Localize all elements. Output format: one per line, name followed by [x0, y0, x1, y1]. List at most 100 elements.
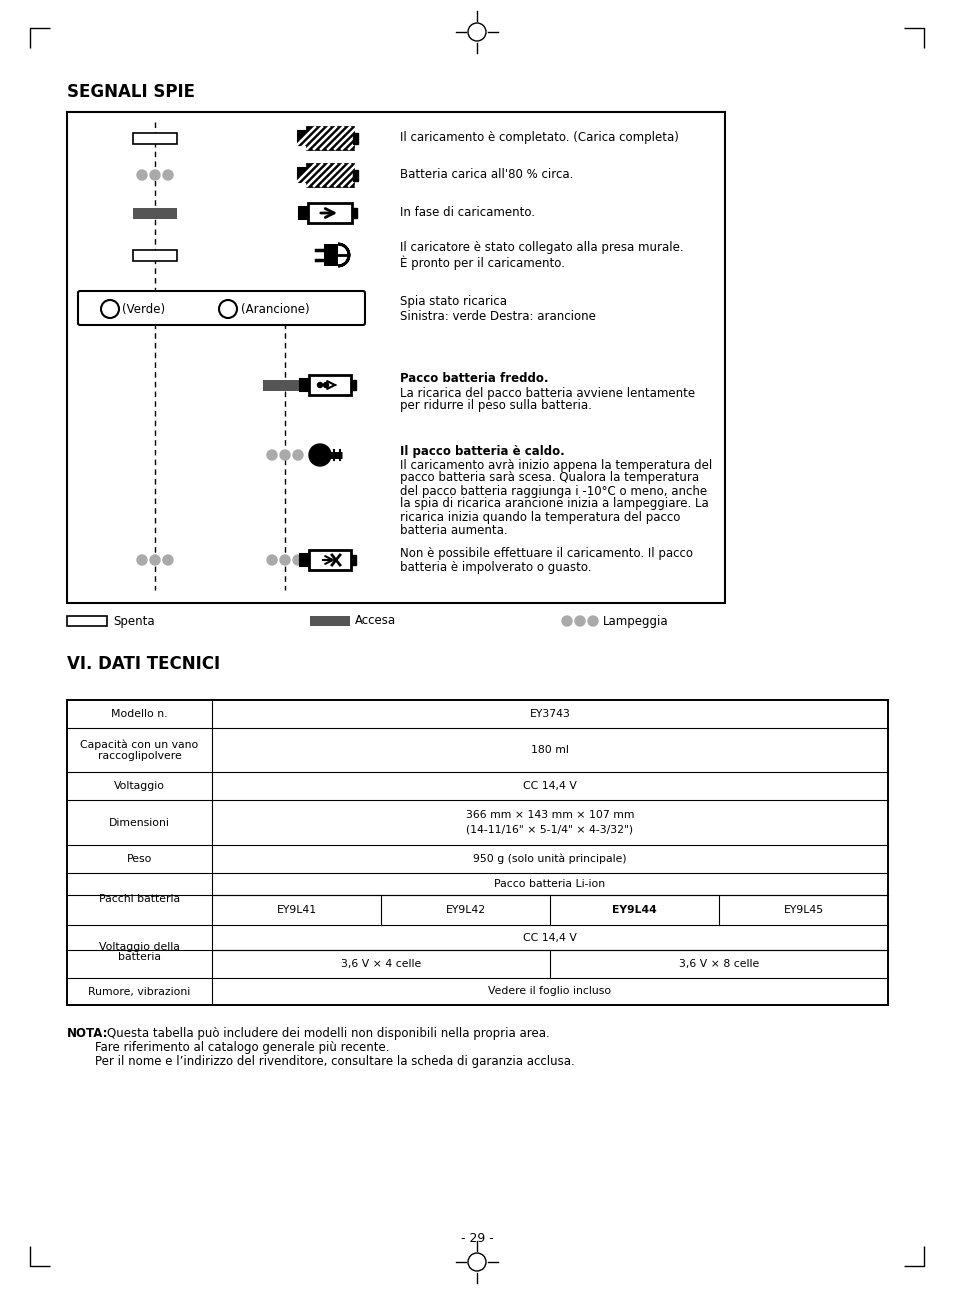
Bar [308, 203, 352, 223]
Circle shape [323, 383, 328, 387]
Circle shape [575, 616, 584, 626]
Text: Il caricamento è completato. (Carica completa): Il caricamento è completato. (Carica com… [399, 132, 679, 145]
Text: Sinistra: verde Destra: arancione: Sinistra: verde Destra: arancione [399, 311, 596, 324]
Text: 180 ml: 180 ml [531, 745, 568, 754]
Text: - 29 -: - 29 - [460, 1232, 493, 1245]
Text: Il pacco batteria è caldo.: Il pacco batteria è caldo. [399, 445, 564, 458]
Text: NOTA:: NOTA: [67, 1027, 109, 1040]
Text: In fase di caricamento.: In fase di caricamento. [399, 207, 535, 220]
Text: EY9L42: EY9L42 [445, 905, 485, 915]
Text: (14-11/16" × 5-1/4" × 4-3/32"): (14-11/16" × 5-1/4" × 4-3/32") [466, 824, 633, 835]
Text: batteria è impolverato o guasto.: batteria è impolverato o guasto. [399, 560, 591, 573]
Circle shape [219, 300, 236, 318]
Text: Il caricatore è stato collegato alla presa murale.: Il caricatore è stato collegato alla pre… [399, 242, 683, 255]
Bar [351, 555, 355, 565]
Text: CC 14,4 V: CC 14,4 V [522, 782, 577, 791]
Bar [263, 379, 307, 391]
Text: 3,6 V × 8 celle: 3,6 V × 8 celle [679, 959, 759, 969]
Circle shape [561, 616, 572, 626]
Text: EY3743: EY3743 [529, 709, 570, 719]
Text: 366 mm × 143 mm × 107 mm: 366 mm × 143 mm × 107 mm [465, 810, 634, 820]
Bar [297, 131, 307, 145]
Circle shape [293, 450, 303, 459]
Text: per ridurre il peso sulla batteria.: per ridurre il peso sulla batteria. [399, 400, 591, 413]
Text: Capacità con un vano: Capacità con un vano [80, 740, 198, 751]
Bar [353, 132, 357, 144]
Text: Spia stato ricarica: Spia stato ricarica [399, 295, 506, 308]
Text: pacco batteria sarà scesa. Qualora la temperatura: pacco batteria sarà scesa. Qualora la te… [399, 471, 699, 484]
Circle shape [163, 170, 172, 180]
Bar [307, 127, 353, 149]
Text: Accesa: Accesa [355, 615, 395, 628]
Bar [297, 168, 307, 182]
Bar [298, 207, 308, 219]
Text: EY9L45: EY9L45 [782, 905, 822, 915]
Text: Batteria carica all'80 % circa.: Batteria carica all'80 % circa. [399, 168, 573, 181]
Circle shape [309, 444, 331, 466]
Bar [132, 132, 177, 144]
Text: Lampeggia: Lampeggia [602, 615, 668, 628]
FancyBboxPatch shape [78, 291, 365, 325]
Text: La ricarica del pacco batteria avviene lentamente: La ricarica del pacco batteria avviene l… [399, 387, 695, 400]
Bar [299, 554, 309, 565]
Circle shape [587, 616, 598, 626]
Text: la spia di ricarica arancione inizia a lampeggiare. La: la spia di ricarica arancione inizia a l… [399, 497, 708, 511]
Text: (Verde): (Verde) [122, 303, 165, 316]
Text: batteria aumenta.: batteria aumenta. [399, 524, 507, 537]
Circle shape [101, 300, 119, 318]
Bar [324, 245, 337, 267]
Bar [67, 700, 887, 1005]
Bar [67, 616, 107, 626]
Text: Questa tabella può includere dei modelli non disponibili nella propria area.: Questa tabella può includere dei modelli… [107, 1027, 549, 1040]
Bar [67, 700, 887, 1005]
Text: Vedere il foglio incluso: Vedere il foglio incluso [488, 986, 611, 996]
Text: ricarica inizia quando la temperatura del pacco: ricarica inizia quando la temperatura de… [399, 511, 679, 524]
Circle shape [280, 555, 290, 565]
Text: Peso: Peso [127, 854, 152, 864]
Text: EY9L41: EY9L41 [276, 905, 316, 915]
Text: Fare riferimento al catalogo generale più recente.: Fare riferimento al catalogo generale pi… [95, 1040, 389, 1055]
Bar [352, 208, 356, 217]
Bar [307, 164, 353, 186]
Bar [299, 379, 309, 391]
Text: 950 g (solo unità principale): 950 g (solo unità principale) [473, 854, 626, 864]
Text: del pacco batteria raggiunga i -10°C o meno, anche: del pacco batteria raggiunga i -10°C o m… [399, 484, 706, 497]
Text: Modello n.: Modello n. [112, 709, 168, 719]
Bar [351, 380, 355, 389]
Text: 3,6 V × 4 celle: 3,6 V × 4 celle [340, 959, 420, 969]
Text: SEGNALI SPIE: SEGNALI SPIE [67, 83, 194, 101]
Text: Spenta: Spenta [112, 615, 154, 628]
Circle shape [317, 383, 322, 387]
Text: È pronto per il caricamento.: È pronto per il caricamento. [399, 256, 564, 270]
Text: EY9L44: EY9L44 [612, 905, 657, 915]
Text: (Arancione): (Arancione) [241, 303, 310, 316]
Text: Pacco batteria freddo.: Pacco batteria freddo. [399, 373, 548, 386]
Text: Per il nome e l’indirizzo del rivenditore, consultare la scheda di garanzia accl: Per il nome e l’indirizzo del rivenditor… [95, 1055, 574, 1068]
Bar [310, 616, 350, 626]
Circle shape [150, 555, 160, 565]
Circle shape [267, 450, 276, 459]
Bar [132, 250, 177, 260]
Text: Non è possibile effettuare il caricamento. Il pacco: Non è possibile effettuare il caricament… [399, 546, 692, 559]
Circle shape [280, 450, 290, 459]
Bar [353, 170, 357, 180]
Text: VI. DATI TECNICI: VI. DATI TECNICI [67, 655, 220, 673]
Circle shape [137, 170, 147, 180]
Text: Voltaggio: Voltaggio [113, 782, 165, 791]
Text: Rumore, vibrazioni: Rumore, vibrazioni [89, 986, 191, 996]
Circle shape [267, 555, 276, 565]
Bar [132, 207, 177, 219]
Bar [309, 375, 351, 395]
Text: raccoglipolvere: raccoglipolvere [97, 751, 181, 761]
Text: batteria: batteria [118, 952, 161, 963]
Text: Dimensioni: Dimensioni [109, 818, 170, 827]
Circle shape [293, 555, 303, 565]
Bar [307, 127, 353, 149]
Text: Il caricamento avrà inizio appena la temperatura del: Il caricamento avrà inizio appena la tem… [399, 458, 712, 471]
Circle shape [137, 555, 147, 565]
Circle shape [150, 170, 160, 180]
Text: Pacchi batteria: Pacchi batteria [99, 894, 180, 905]
Bar [309, 550, 351, 569]
Text: CC 14,4 V: CC 14,4 V [522, 933, 577, 942]
Text: Voltaggio della: Voltaggio della [99, 942, 180, 951]
